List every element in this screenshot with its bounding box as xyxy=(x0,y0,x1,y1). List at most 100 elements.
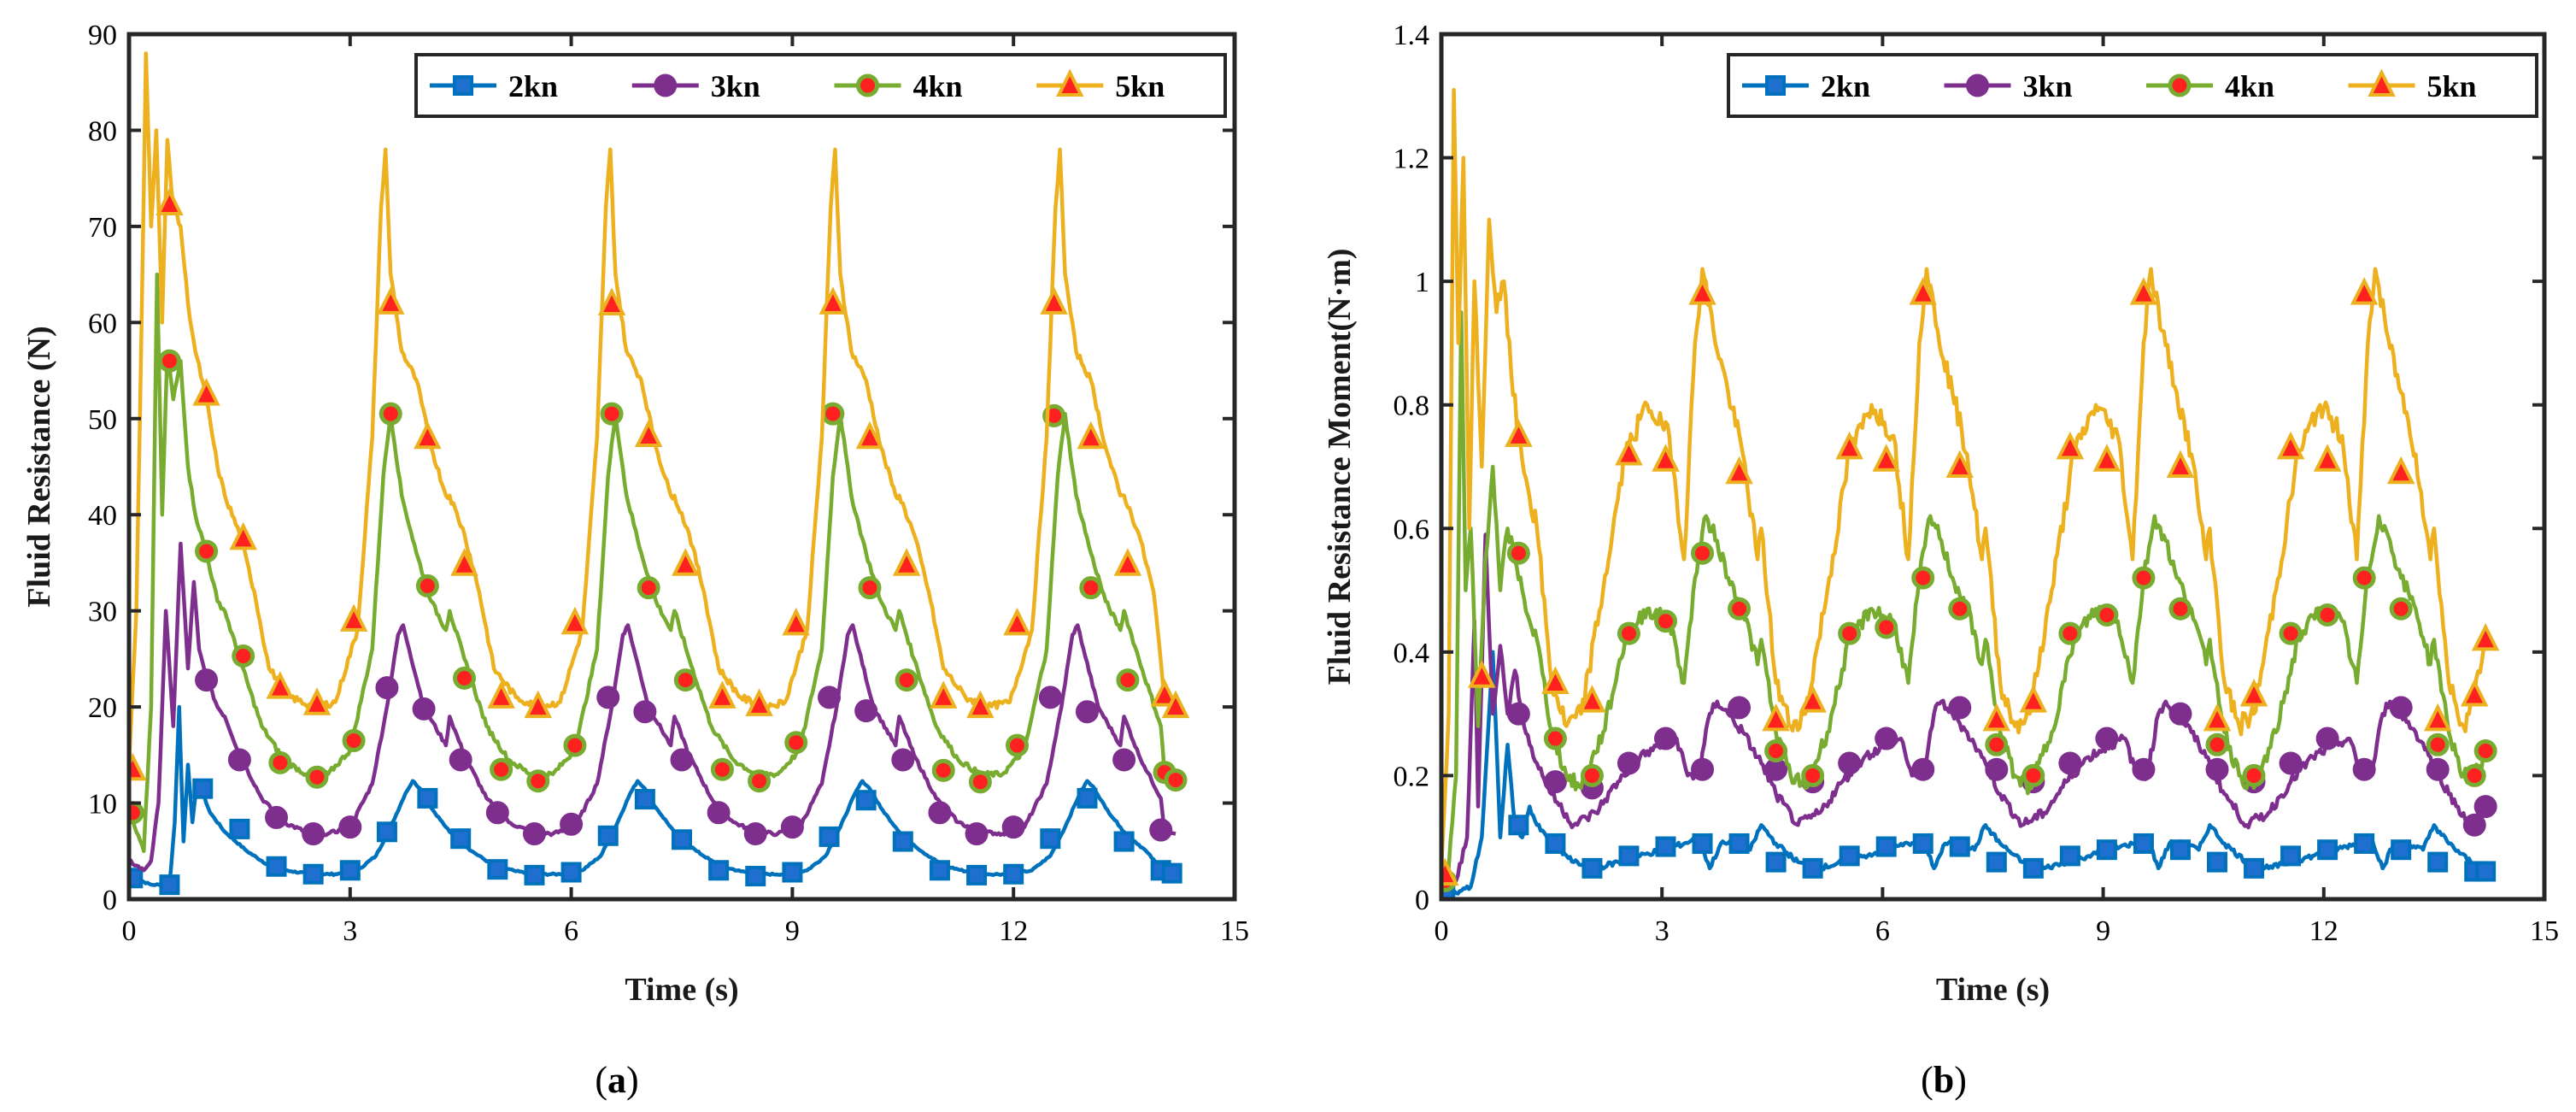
point-3kn-7 xyxy=(1764,757,1788,781)
point-5kn-18 xyxy=(2092,444,2121,472)
point-4kn-25 xyxy=(2389,597,2413,621)
point-4kn-12 xyxy=(1911,566,1935,590)
point-3kn-7 xyxy=(449,748,472,772)
point-3kn-21 xyxy=(2279,751,2303,775)
point-3kn-24 xyxy=(2389,696,2413,720)
x-tick-label-5: 15 xyxy=(2530,915,2559,947)
legend: 2kn 3kn 4kn 5kn xyxy=(414,53,1227,118)
point-3kn-1 xyxy=(227,748,251,772)
caption-letter: a xyxy=(607,1059,626,1101)
legend-label-4kn: 4kn xyxy=(913,69,963,103)
point-3kn-26 xyxy=(1149,818,1173,842)
point-3kn-18 xyxy=(2168,702,2192,726)
point-4kn-26 xyxy=(1079,576,1103,600)
point-3kn-1 xyxy=(1543,770,1567,794)
y-tick-label-0: 0 xyxy=(103,885,117,916)
point-3kn-19 xyxy=(2205,757,2229,781)
point-5kn-29 xyxy=(1161,690,1190,719)
point-3kn-27 xyxy=(2473,795,2497,819)
legend-marker-3kn xyxy=(654,74,678,97)
point-2kn-23 xyxy=(966,864,988,885)
point-4kn-4 xyxy=(1617,621,1640,645)
series-line-5kn xyxy=(1441,87,2488,869)
point-2kn-15 xyxy=(672,829,692,850)
caption-close: ) xyxy=(626,1059,639,1101)
series-line-5kn xyxy=(129,51,1177,765)
point-5kn-24 xyxy=(2313,444,2342,472)
point-5kn-7 xyxy=(1688,277,1716,305)
legend-marker-5kn xyxy=(1056,68,1084,97)
point-5kn-12 xyxy=(560,606,590,635)
point-5kn-28 xyxy=(2461,678,2489,707)
point-4kn-8 xyxy=(415,574,439,597)
point-2kn-7 xyxy=(1728,833,1750,854)
point-3kn-0 xyxy=(195,668,219,692)
legend-marker-2kn xyxy=(1765,75,1786,96)
point-2kn-1 xyxy=(1508,815,1529,836)
point-4kn-14 xyxy=(1985,733,2009,756)
point-4kn-5 xyxy=(1654,609,1678,633)
point-3kn-9 xyxy=(1838,751,1862,775)
legend-marker-2kn xyxy=(453,75,473,96)
point-3kn-13 xyxy=(670,748,694,772)
point-2kn-21 xyxy=(2244,857,2265,879)
x-tick-label-4: 12 xyxy=(999,915,1028,947)
point-3kn-10 xyxy=(560,812,584,836)
point-2kn-19 xyxy=(2169,839,2191,861)
point-2kn-5 xyxy=(1655,836,1676,857)
point-3kn-6 xyxy=(412,697,436,721)
point-5kn-5 xyxy=(1615,438,1643,466)
point-4kn-12 xyxy=(563,733,587,757)
point-2kn-18 xyxy=(2133,833,2154,854)
legend-marker-4kn xyxy=(856,74,879,97)
point-2kn-2 xyxy=(1545,833,1566,854)
point-3kn-24 xyxy=(1075,700,1099,724)
point-4kn-28 xyxy=(2473,739,2497,763)
point-5kn-17 xyxy=(2056,431,2085,460)
point-3kn-12 xyxy=(1948,696,1972,720)
point-4kn-17 xyxy=(748,769,772,793)
point-3kn-25 xyxy=(2426,757,2450,781)
point-4kn-3 xyxy=(1580,763,1604,787)
point-4kn-23 xyxy=(2315,603,2339,627)
point-5kn-22 xyxy=(930,680,958,709)
point-3kn-17 xyxy=(818,685,842,709)
point-3kn-22 xyxy=(2315,727,2339,750)
point-5kn-10 xyxy=(487,680,515,709)
point-5kn-29 xyxy=(2471,622,2500,651)
point-2kn-14 xyxy=(634,789,655,810)
point-2kn-22 xyxy=(2280,845,2302,867)
legend-marker-5kn xyxy=(2368,68,2396,97)
point-3kn-15 xyxy=(2058,751,2082,775)
y-tick-label-1: 0.2 xyxy=(1394,761,1430,792)
point-4kn-26 xyxy=(2426,733,2450,756)
point-2kn-0 xyxy=(129,868,144,889)
point-2kn-6 xyxy=(339,860,361,881)
legend-label-5kn: 5kn xyxy=(1115,69,1165,103)
point-5kn-2 xyxy=(192,378,220,406)
point-4kn-11 xyxy=(526,769,550,793)
point-3kn-25 xyxy=(1112,748,1136,772)
point-2kn-14 xyxy=(1986,851,2007,873)
point-3kn-18 xyxy=(854,699,878,723)
point-5kn-19 xyxy=(2129,277,2158,305)
point-3kn-11 xyxy=(1911,757,1935,781)
point-4kn-6 xyxy=(342,728,366,752)
point-3kn-3 xyxy=(1617,751,1640,775)
point-3kn-21 xyxy=(965,822,989,846)
point-4kn-18 xyxy=(784,731,808,755)
point-3kn-19 xyxy=(891,748,915,772)
point-3kn-4 xyxy=(1654,727,1678,750)
point-4kn-9 xyxy=(1801,763,1825,787)
point-4kn-2 xyxy=(195,539,219,563)
point-5kn-15 xyxy=(1982,703,2011,732)
legend-marker-3kn xyxy=(1966,74,1989,97)
point-2kn-17 xyxy=(745,866,766,887)
point-5kn-6 xyxy=(339,603,368,632)
point-5kn-2 xyxy=(1505,419,1533,447)
point-4kn-6 xyxy=(1691,541,1715,565)
point-5kn-27 xyxy=(2423,703,2452,732)
point-3kn-26 xyxy=(2462,813,2486,837)
point-5kn-26 xyxy=(1077,421,1106,450)
